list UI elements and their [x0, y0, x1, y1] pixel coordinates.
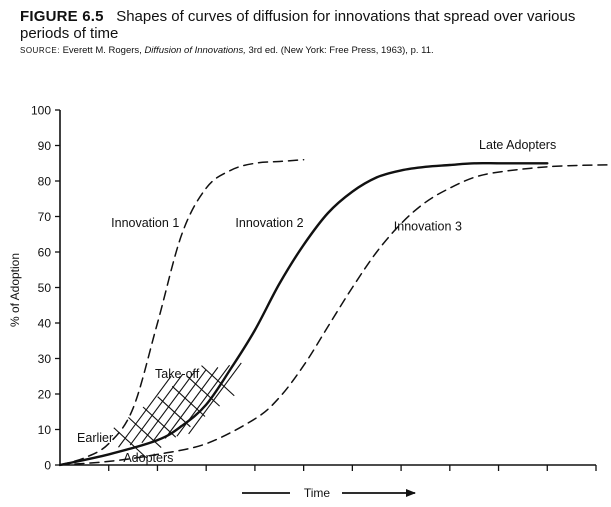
series-line-innovation-1 [59, 158, 305, 466]
series-line-innovation-3 [59, 164, 611, 466]
chart-annotations: Innovation 1 Innovation 2 Innovation 3 Late… [77, 138, 556, 465]
hatch-line [201, 365, 235, 397]
chart-axes: 0 10 20 30 40 50 60 70 80 90 100 [31, 104, 597, 473]
annotation-earlier: Earlier [77, 431, 113, 445]
y-tick-label: 100 [31, 104, 51, 118]
figure-title-text: Shapes of curves of diffusion for innova… [20, 8, 576, 42]
annotation-adopters: Adopters [123, 451, 173, 465]
hatch-line [128, 416, 162, 448]
y-tick-label: 30 [38, 352, 52, 366]
hatch-line [118, 375, 172, 448]
y-tick-label: 0 [44, 459, 51, 473]
figure-caption: FIGURE 6.5 Shapes of curves of diffusion… [20, 8, 605, 57]
y-axis-title: % of Adoption [8, 253, 22, 327]
hatch-line [153, 369, 207, 441]
hatch-line [157, 396, 191, 428]
y-tick-label: 70 [38, 210, 52, 224]
annotation-innovation-3: Innovation 3 [394, 220, 462, 234]
y-tick-label: 60 [38, 246, 52, 260]
source-author: Everett M. Rogers, [62, 45, 142, 56]
y-tick-label: 80 [38, 175, 52, 189]
y-tick-label: 10 [38, 423, 52, 437]
hatch-line [142, 406, 177, 438]
annotation-innovation-2: Innovation 2 [235, 216, 303, 230]
y-tick-label: 40 [38, 317, 52, 331]
annotation-innovation-1: Innovation 1 [111, 216, 179, 230]
chart-series [58, 158, 611, 467]
source-book: Diffusion of Innovations, [144, 45, 246, 56]
series-line-innovation-2 [58, 161, 549, 467]
source-details: 3rd ed. (New York: Free Press, 1963), p.… [248, 45, 434, 56]
hatch-line [186, 375, 221, 407]
y-tick-label: 20 [38, 388, 52, 402]
annotation-take-off: Take-off [155, 367, 200, 381]
figure-label: FIGURE 6.5 [20, 8, 104, 25]
source-label: SOURCE: [20, 46, 60, 55]
hatch-line [129, 373, 184, 446]
y-tick-label: 90 [38, 139, 52, 153]
x-axis-title: Time [304, 486, 331, 500]
y-tick-label: 50 [38, 281, 52, 295]
annotation-late-adopters: Late Adopters [479, 138, 556, 152]
figure-source: SOURCE: Everett M. Rogers, Diffusion of … [20, 45, 605, 57]
hatch-line [141, 371, 195, 444]
figure-title: FIGURE 6.5 Shapes of curves of diffusion… [20, 8, 605, 42]
hatch-line [164, 367, 219, 439]
hatch-line [188, 362, 242, 435]
take-off-crosshatch [113, 362, 242, 459]
